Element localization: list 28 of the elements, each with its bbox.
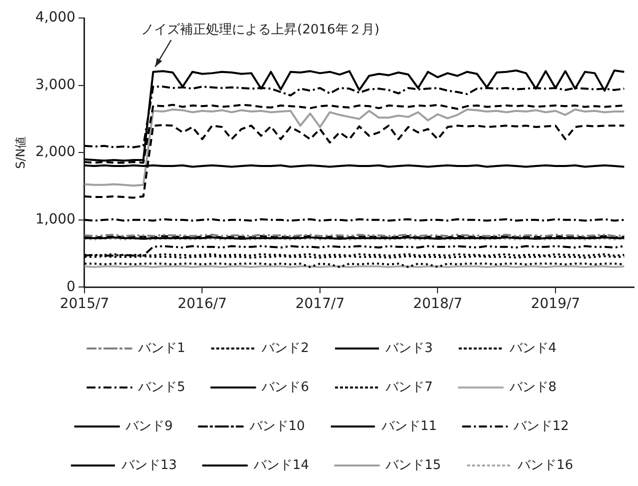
legend-label: バンド8 — [508, 380, 557, 395]
legend-label: バンド14 — [252, 458, 310, 473]
legend-label: バンド9 — [124, 418, 173, 434]
legend-label: バンド16 — [516, 458, 574, 473]
legend-label: バンド12 — [512, 418, 569, 434]
legend-label: バンド13 — [120, 458, 177, 473]
legend-label: バンド11 — [380, 418, 437, 434]
annotation: ノイズ補正処理による上昇(2016年２月) — [141, 22, 380, 38]
legend-label: バンド1 — [136, 340, 186, 356]
legend-label: バンド6 — [260, 380, 310, 395]
y-tick-label: 0 — [66, 278, 76, 295]
x-tick-label: 2015/7 — [60, 296, 110, 312]
x-tick-label: 2018/7 — [413, 296, 462, 312]
y-tick-label: 4,000 — [35, 10, 76, 26]
x-tick-label: 2019/7 — [530, 296, 580, 312]
x-tick-label: 2016/7 — [178, 296, 227, 312]
legend-label: バンド2 — [260, 340, 310, 356]
y-tick-label: 2,000 — [35, 144, 76, 160]
x-tick-label: 2017/7 — [295, 296, 345, 312]
legend-label: バンド15 — [384, 458, 442, 473]
legend-label: バンド5 — [136, 380, 186, 395]
legend-label: バンド7 — [384, 380, 433, 395]
legend-label: バンド4 — [508, 340, 557, 356]
y-tick-label: 3,000 — [35, 76, 76, 93]
y-tick-label: 1,000 — [35, 212, 76, 228]
legend-label: バンド3 — [384, 340, 433, 356]
legend-label: バンド10 — [248, 418, 305, 434]
y-axis-title: S/N値 — [13, 136, 28, 169]
